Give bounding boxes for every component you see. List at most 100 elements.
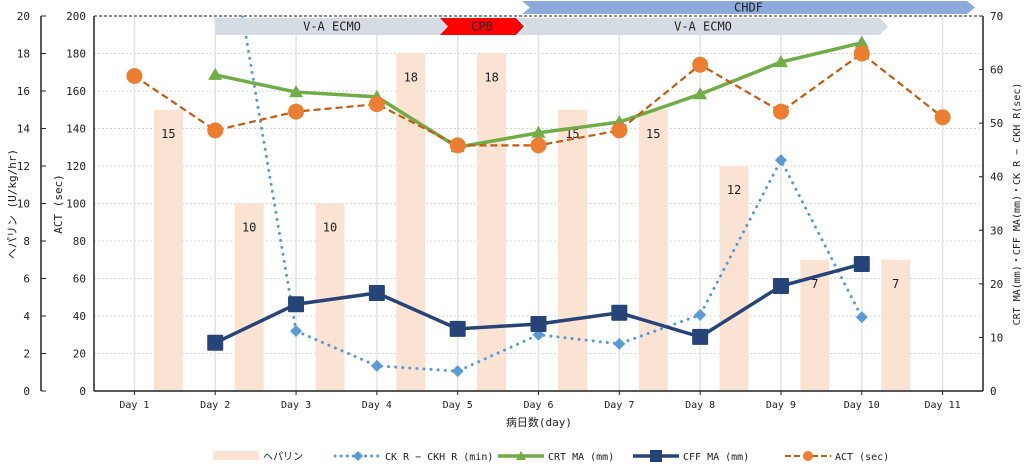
cff-ma-point: [853, 256, 870, 273]
act-point: [126, 68, 143, 84]
legend-item: CRT MA (mm): [498, 451, 614, 463]
heparin-tick-label: 0: [23, 385, 30, 398]
heparin-bar: [477, 53, 507, 391]
right-tick-label: 40: [990, 171, 1003, 184]
heparin-tick-label: 10: [17, 198, 30, 211]
heparin-tick-label: 14: [17, 123, 31, 136]
ck-r-point: [694, 308, 707, 321]
chdf-band: [522, 1, 975, 14]
legend-item: ヘパリン: [213, 451, 303, 463]
x-tick-label: Day 3: [281, 400, 311, 411]
right-tick-label: 10: [990, 331, 1003, 344]
heparin-bar: [557, 109, 587, 391]
legend-item: CK R − CKH R (min): [333, 451, 493, 463]
series-line: [241, 16, 864, 373]
act-tick-label: 120: [66, 160, 86, 173]
x-tick-label: Day 9: [766, 400, 796, 411]
cff-ma-point: [207, 334, 224, 351]
axes: 0246810121416182002040608010012014016018…: [17, 10, 1004, 411]
cpb-band-label: CPB: [471, 20, 493, 34]
right-tick-label: 30: [990, 224, 1003, 237]
ck-r-point: [370, 359, 383, 372]
legend-item: CFF MA (mm): [633, 450, 749, 463]
heparin-tick-label: 16: [17, 85, 30, 98]
va-ecmo-band-1-label: V-A ECMO: [303, 20, 361, 34]
act-tick-label: 200: [66, 10, 86, 23]
va-ecmo-band-2: [518, 18, 888, 35]
act-tick-label: 140: [66, 123, 86, 136]
legend-label: CK R − CKH R (min): [385, 452, 493, 463]
legend-triangle-icon: [516, 451, 526, 460]
heparin-bar-label: 10: [323, 221, 337, 235]
ck-r-point: [774, 154, 787, 167]
right-tick-label: 20: [990, 278, 1003, 291]
heparin-bar-label: 7: [892, 277, 899, 291]
legend-item: ACT (sec): [785, 451, 889, 463]
x-tick-label: Day 8: [685, 400, 715, 411]
cpb-band: [440, 18, 524, 35]
cff-ma-point: [449, 320, 466, 337]
legend-label: ACT (sec): [835, 452, 889, 463]
act-point: [611, 122, 628, 139]
x-tick-label: Day 6: [523, 400, 553, 411]
heparin-bar-label: 15: [646, 127, 660, 141]
x-tick-label: Day 1: [119, 400, 149, 411]
legend: ヘパリン CK R − CKH R (min) CRT MA (mm) CFF MA …: [213, 450, 889, 463]
heparin-tick-label: 20: [17, 10, 30, 23]
heparin-tick-label: 12: [17, 160, 30, 173]
heparin-tick-label: 2: [23, 348, 30, 361]
heparin-bar: [800, 259, 830, 391]
ck-r-point: [290, 325, 303, 337]
heparin-bar: [153, 109, 183, 391]
act-tick-label: 80: [73, 235, 86, 248]
cff-ma-point: [692, 328, 709, 345]
y-axis-title-right: CRT MA(mm)・CFF MA(mm)・CK R − CKH R(sec): [1012, 83, 1023, 326]
act-point: [368, 96, 385, 113]
y-axis-title-heparin: ヘパリン (U/kg/hr): [6, 149, 19, 259]
act-point: [853, 45, 870, 62]
cff-ma-point: [368, 284, 385, 301]
crt-ma-point: [854, 35, 869, 48]
heparin-bar: [234, 203, 264, 391]
right-tick-label: 0: [990, 385, 997, 398]
x-axis-title: 病日数(day): [506, 415, 572, 429]
x-tick-label: Day 7: [604, 400, 634, 411]
legend-label: ヘパリン: [263, 451, 303, 463]
legend-swatch-heparin: [213, 451, 259, 460]
act-point: [692, 56, 709, 73]
cff-ma-point: [288, 296, 305, 313]
act-tick-label: 40: [73, 310, 86, 323]
act-tick-label: 20: [73, 348, 86, 361]
heparin-tick-label: 6: [23, 273, 30, 286]
y-axis-title-act: ACT (sec): [52, 174, 65, 234]
legend-diamond-icon: [353, 451, 363, 461]
va-ecmo-band-2-label: V-A ECMO: [674, 20, 732, 34]
act-point: [449, 137, 466, 154]
crt-ma-point: [208, 67, 223, 80]
act-tick-label: 180: [66, 48, 86, 61]
crt-ma-point: [531, 125, 546, 138]
act-point: [288, 103, 305, 120]
right-tick-label: 50: [990, 117, 1003, 130]
ck-r-point: [451, 365, 464, 378]
crt-ma-point: [289, 85, 304, 98]
act-point: [772, 103, 789, 120]
x-tick-label: Day 5: [443, 400, 473, 411]
x-tick-label: Day 11: [925, 400, 961, 411]
legend-label: CRT MA (mm): [548, 452, 614, 463]
right-tick-label: 70: [990, 10, 1003, 23]
va-ecmo-band-1: [216, 18, 448, 35]
heparin-bar: [396, 53, 426, 391]
act-tick-label: 160: [66, 85, 86, 98]
act-point: [530, 137, 547, 154]
heparin-tick-label: 4: [23, 310, 30, 323]
heparin-bar: [719, 166, 749, 391]
cff-ma-point: [772, 278, 789, 294]
act-tick-label: 100: [66, 198, 86, 211]
heparin-bar-label: 18: [404, 71, 418, 85]
legend-circle-icon: [803, 451, 813, 461]
right-tick-label: 60: [990, 64, 1003, 77]
heparin-bar-label: 10: [242, 221, 256, 235]
cff-ma-point: [530, 316, 547, 333]
